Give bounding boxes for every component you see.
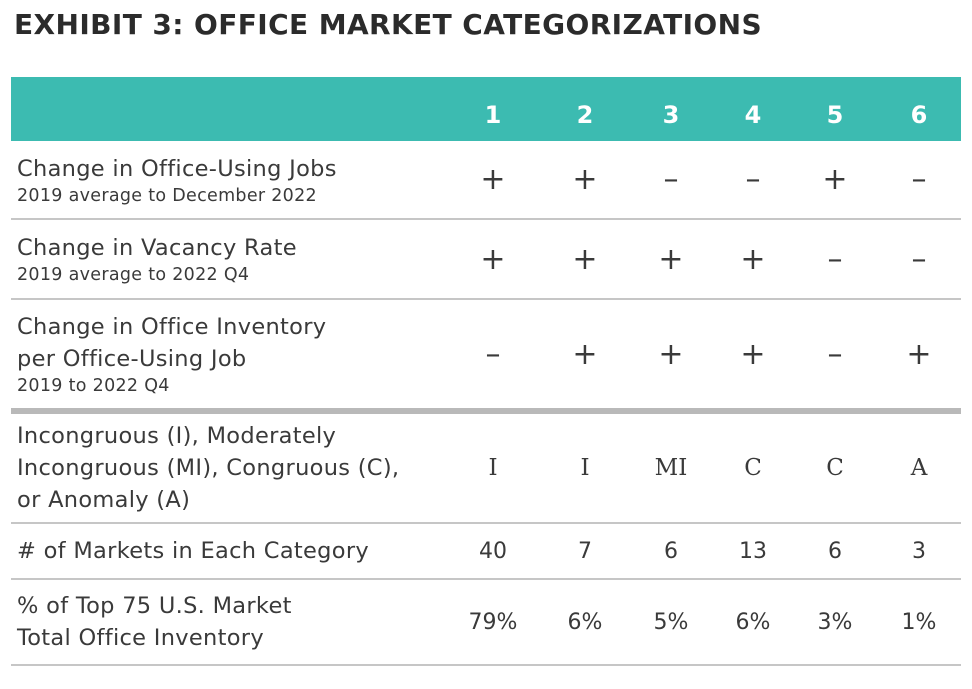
table-row-inventory-share: % of Top 75 U.S. Market Total Office Inv…	[11, 579, 961, 666]
cell-value: I	[445, 411, 541, 524]
table-row-office-using-jobs: Change in Office-Using Jobs 2019 average…	[11, 141, 961, 220]
office-market-categorizations-table: 1 2 3 4 5 6 Change in Office-Using Jobs …	[11, 77, 961, 666]
cell-value: I	[541, 411, 629, 524]
row-sublabel: 2019 to 2022 Q4	[17, 376, 170, 396]
exhibit-title: EXHIBIT 3: OFFICE MARKET CATEGORIZATIONS	[14, 8, 763, 41]
row-label: Incongruous (MI), Congruous (C),	[17, 455, 400, 481]
cell-value: C	[713, 411, 793, 524]
table-row-category: Incongruous (I), Moderately Incongruous …	[11, 411, 961, 524]
table-row-vacancy-rate: Change in Vacancy Rate 2019 average to 2…	[11, 219, 961, 300]
row-label: Change in Office-Using Jobs	[17, 155, 337, 182]
cell-value: C	[793, 411, 877, 524]
cell-value: –	[629, 141, 713, 220]
header-label-cell	[11, 77, 445, 141]
cell-value: +	[445, 141, 541, 220]
row-label: per Office-Using Job	[17, 346, 247, 372]
table-row-office-inventory: Change in Office Inventory per Office-Us…	[11, 299, 961, 414]
row-label: Incongruous (I), Moderately	[17, 423, 337, 449]
row-label-cell: Incongruous (I), Moderately Incongruous …	[11, 411, 445, 524]
column-header-1: 1	[484, 101, 502, 129]
cell-value: 5%	[629, 579, 713, 666]
cell-value: 3	[877, 523, 961, 580]
cell-value: +	[541, 219, 629, 300]
cell-value: +	[541, 141, 629, 220]
row-label-cell: # of Markets in Each Category	[11, 523, 445, 580]
cell-value: +	[629, 299, 713, 414]
cell-value: –	[445, 299, 541, 414]
cell-value: 7	[541, 523, 629, 580]
row-sublabel: 2019 average to December 2022	[17, 185, 317, 206]
cell-value: +	[629, 219, 713, 300]
cell-value: 3%	[793, 579, 877, 666]
row-label: Total Office Inventory	[17, 625, 264, 651]
cell-value: –	[877, 219, 961, 300]
cell-value: +	[541, 299, 629, 414]
column-header-3: 3	[662, 101, 680, 129]
row-label-cell: Change in Office Inventory per Office-Us…	[11, 299, 445, 414]
cell-value: 13	[713, 523, 793, 580]
row-label: % of Top 75 U.S. Market	[17, 593, 292, 619]
row-label-cell: Change in Vacancy Rate 2019 average to 2…	[11, 219, 445, 300]
cell-value: 6%	[541, 579, 629, 666]
table-row-markets-count: # of Markets in Each Category 40 7 6 13 …	[11, 523, 961, 580]
row-sublabel: 2019 average to 2022 Q4	[17, 265, 250, 285]
cell-value: 79%	[445, 579, 541, 666]
row-label: # of Markets in Each Category	[17, 538, 369, 564]
cell-value: 6%	[713, 579, 793, 666]
row-label: or Anomaly (A)	[17, 487, 191, 513]
cell-value: +	[793, 141, 877, 220]
column-header-6: 6	[910, 101, 928, 129]
cell-value: 6	[793, 523, 877, 580]
column-header-5: 5	[826, 101, 844, 129]
cell-value: +	[877, 299, 961, 414]
cell-value: 6	[629, 523, 713, 580]
cell-value: +	[445, 219, 541, 300]
cell-value: +	[713, 299, 793, 414]
cell-value: 40	[445, 523, 541, 580]
column-header-4: 4	[744, 101, 762, 129]
column-header-2: 2	[576, 101, 594, 129]
table-header-row: 1 2 3 4 5 6	[11, 77, 961, 141]
cell-value: A	[877, 411, 961, 524]
row-label: Change in Office Inventory	[17, 314, 327, 340]
cell-value: –	[793, 219, 877, 300]
row-label-cell: Change in Office-Using Jobs 2019 average…	[11, 141, 445, 220]
cell-value: MI	[629, 411, 713, 524]
row-label: Change in Vacancy Rate	[17, 235, 297, 261]
cell-value: +	[713, 219, 793, 300]
cell-value: –	[793, 299, 877, 414]
cell-value: 1%	[877, 579, 961, 666]
row-label-cell: % of Top 75 U.S. Market Total Office Inv…	[11, 579, 445, 666]
cell-value: –	[877, 141, 961, 220]
cell-value: –	[713, 141, 793, 220]
